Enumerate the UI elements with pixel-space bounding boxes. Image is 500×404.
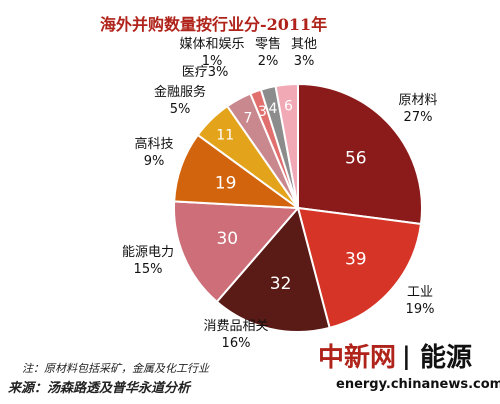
pie-category-percent-1: 19% [406, 302, 435, 317]
pie-category-percent-2: 16% [222, 336, 251, 351]
pie-value-label-5: 11 [216, 128, 234, 144]
pie-category-percent-4: 9% [144, 154, 165, 169]
pie-category-percent-7: 1% [202, 54, 223, 69]
pie-category-name-3: 能源电力 [122, 245, 174, 260]
pie-value-label-4: 19 [215, 173, 237, 193]
footnote: 注：原材料包括采矿，金属及化工行业 [22, 362, 210, 375]
pie-category-percent-3: 15% [134, 262, 163, 277]
pie-value-label-0: 56 [345, 148, 367, 168]
pie-value-labels: 56 39 32 30 19 11 7 3 4 6 [215, 98, 367, 294]
pie-category-percent-0: 27% [404, 110, 433, 125]
pie-slice-9 [274, 82, 299, 209]
pie-category-name-6: 医疗3% [182, 65, 229, 80]
pie-slice-1 [296, 206, 423, 330]
pie-value-label-1: 39 [345, 250, 367, 270]
watermark-divider: | [402, 341, 411, 370]
pie-category-name-7: 媒体和娱乐 [179, 37, 244, 52]
pie-value-label-2: 32 [270, 274, 292, 294]
pie-slices [173, 82, 423, 333]
pie-slice-2 [215, 205, 331, 333]
pie-category-name-8: 零售 [255, 36, 281, 52]
watermark-url: energy.chinanews.com [336, 377, 500, 392]
pie-slice-3 [173, 200, 301, 304]
pie-value-label-6: 7 [244, 111, 253, 127]
pie-value-label-9: 6 [284, 98, 293, 114]
pie-category-name-4: 高科技 [134, 136, 173, 152]
pie-category-labels: 原材料 27% 工业 19% 消费品相关 16% 能源电力 15% 高科技 9% 金融服务 5% 医疗3… [122, 36, 438, 351]
pie-category-name-1: 工业 [407, 285, 433, 300]
pie-value-label-3: 30 [216, 229, 238, 249]
watermark-brand-right: 能源 [420, 342, 472, 373]
pie-category-name-9: 其他 [291, 37, 317, 52]
pie-category-name-0: 原材料 [398, 93, 437, 108]
pie-value-label-7: 3 [258, 104, 267, 120]
pie-value-label-8: 4 [269, 101, 278, 117]
source-note: 来源：汤森路透及普华永道分析 [8, 380, 192, 396]
pie-category-percent-5: 5% [170, 102, 191, 117]
pie-category-percent-8: 2% [258, 54, 279, 69]
pie-category-name-5: 金融服务 [154, 84, 206, 100]
pie-slice-0 [297, 82, 423, 226]
pie-category-name-2: 消费品相关 [203, 319, 268, 334]
pie-category-percent-9: 3% [294, 54, 315, 69]
chart-title: 海外并购数量按行业分-2011年 [100, 15, 327, 34]
watermark-brand-left: 中新网 [318, 342, 396, 373]
